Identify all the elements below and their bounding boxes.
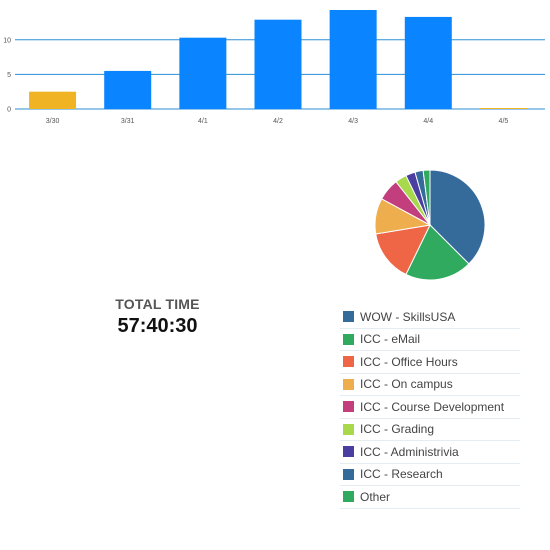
legend-swatch	[343, 423, 354, 435]
y-tick-label: 10	[3, 37, 11, 44]
total-time-value: 57:40:30	[117, 315, 198, 337]
legend-item[interactable]: Other	[340, 486, 520, 509]
legend-swatch	[343, 468, 354, 480]
daily-hours-bar-chart: 0 5 10 3/30 3/31 4/1 4/2 4/3 4/4 4/5	[3, 10, 545, 125]
pie-slice-icc-email[interactable]	[405, 224, 470, 281]
legend-item[interactable]: ICC - Course Development	[340, 396, 520, 419]
legend-item[interactable]: ICC - Administrivia	[340, 441, 520, 464]
legend-item[interactable]: ICC - On campus	[340, 374, 520, 396]
bar-4-5[interactable]	[479, 108, 527, 109]
pie-legend: WOW - SkillsUSA ICC - eMail ICC - Office H…	[340, 306, 520, 509]
bar-4-4[interactable]	[404, 16, 452, 109]
legend-label: ICC - Administrivia	[360, 444, 459, 459]
legend-label: WOW - SkillsUSA	[360, 309, 456, 324]
x-tick-label: 4/4	[423, 118, 433, 125]
legend-label: ICC - eMail	[360, 332, 421, 347]
legend-swatch	[343, 491, 354, 503]
y-tick-label: 0	[7, 107, 11, 114]
legend-swatch	[343, 378, 354, 390]
legend-label: ICC - Course Development	[360, 399, 505, 414]
x-tick-label: 4/2	[273, 118, 283, 125]
legend-item[interactable]: ICC - Grading	[340, 419, 520, 441]
x-tick-label: 4/3	[348, 118, 358, 125]
bar-4-2[interactable]	[254, 19, 302, 110]
category-pie-chart	[374, 169, 486, 281]
bar-4-1[interactable]	[179, 37, 227, 109]
pie-slice-icc-office-hours[interactable]	[375, 224, 431, 276]
x-tick-label: 4/5	[499, 118, 509, 125]
legend-label: Other	[360, 489, 391, 504]
x-tick-label: 3/31	[121, 118, 135, 125]
legend-label: ICC - Office Hours	[360, 354, 458, 369]
legend-label: ICC - Grading	[360, 422, 435, 437]
legend-item[interactable]: ICC - eMail	[340, 329, 520, 351]
pie-slice-other[interactable]	[422, 169, 431, 226]
bar-3-31[interactable]	[104, 70, 152, 109]
legend-label: ICC - On campus	[360, 377, 453, 392]
legend-label: ICC - Research	[360, 467, 443, 482]
legend-swatch	[343, 446, 354, 458]
legend-swatch	[343, 356, 354, 368]
bar-3-30[interactable]	[29, 91, 77, 109]
legend-item[interactable]: ICC - Research	[340, 464, 520, 486]
pie-slice-wow-skillsusa[interactable]	[429, 169, 486, 265]
y-tick-label: 5	[7, 72, 11, 79]
legend-item[interactable]: WOW - SkillsUSA	[340, 306, 520, 329]
legend-item[interactable]: ICC - Office Hours	[340, 351, 520, 374]
bar-4-3[interactable]	[329, 10, 377, 109]
total-time-block: TOTAL TIME 57:40:30	[95, 296, 220, 338]
legend-swatch	[343, 311, 354, 323]
total-time-label: TOTAL TIME	[115, 296, 200, 312]
x-tick-label: 4/1	[198, 118, 208, 125]
x-tick-label: 3/30	[46, 118, 60, 125]
legend-swatch	[343, 401, 354, 413]
legend-swatch	[343, 333, 354, 345]
